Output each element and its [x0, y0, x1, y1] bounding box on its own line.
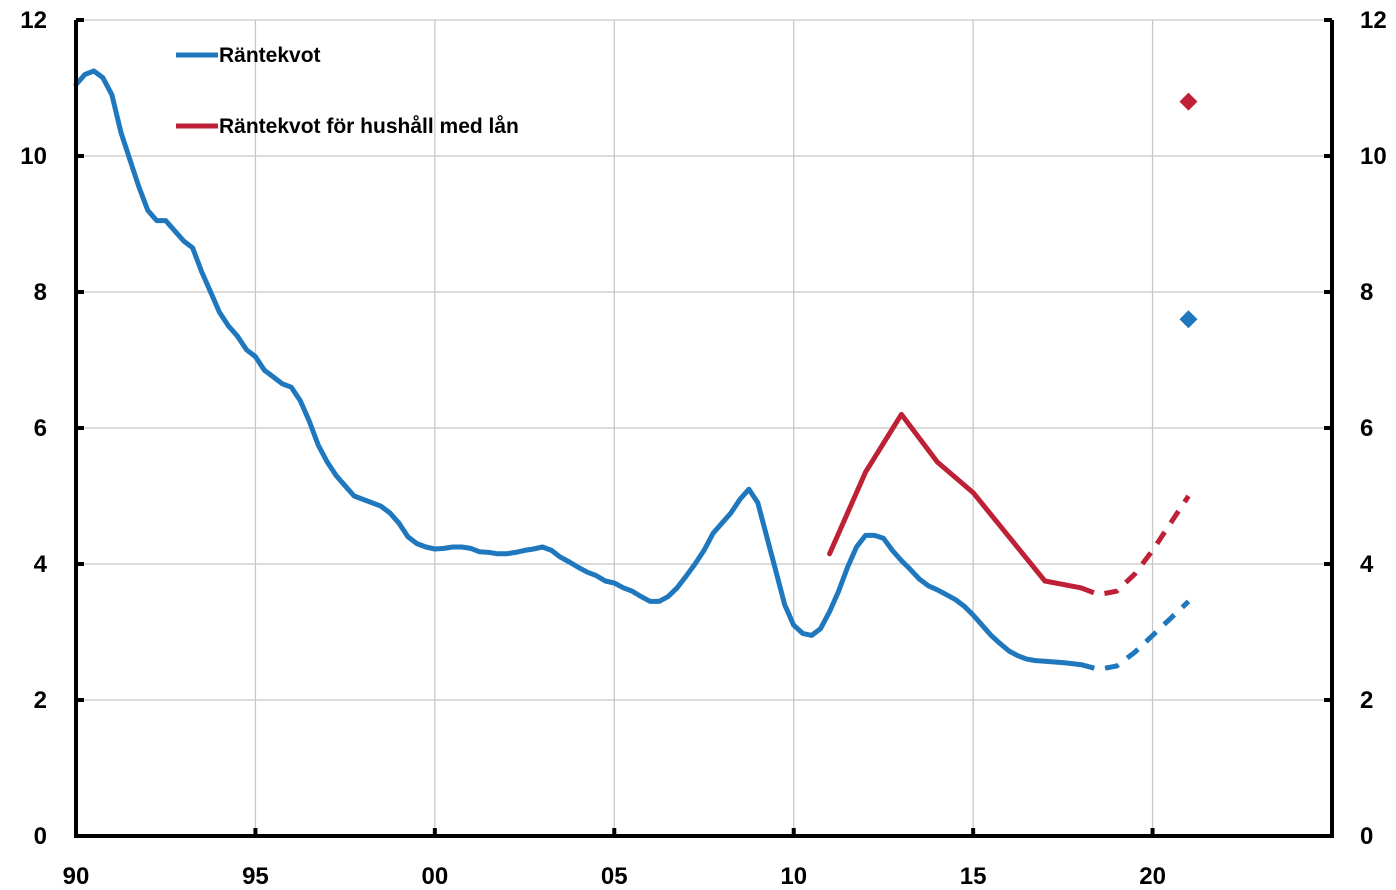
left-y-tick-labels: 0 2 4 6 8 10 12 — [20, 7, 47, 850]
right-y-tick-label: 6 — [1360, 415, 1373, 442]
left-y-tick-label: 10 — [20, 143, 47, 170]
right-y-tick-label: 2 — [1360, 687, 1373, 714]
right-y-tick-label: 4 — [1360, 551, 1374, 578]
x-tick-label: 20 — [1139, 863, 1166, 890]
left-y-tick-label: 8 — [34, 279, 47, 306]
left-y-tick-label: 6 — [34, 415, 47, 442]
series-line-0 — [73, 68, 1084, 668]
x-tick-label: 90 — [63, 863, 90, 890]
left-y-tick-label: 0 — [34, 823, 47, 850]
legend-label-rantekvot-hushall: Räntekvot för hushåll med lån — [219, 115, 519, 138]
legend: Räntekvot Räntekvot för hushåll med lån — [176, 44, 519, 138]
diamond-marker-1 — [1179, 310, 1198, 329]
x-tick-label: 15 — [960, 863, 987, 890]
series-line-2 — [1080, 599, 1191, 672]
legend-label-rantekvot: Räntekvot — [219, 44, 321, 67]
x-tick-labels: 90 95 00 05 10 15 20 — [63, 863, 1166, 890]
left-y-tick-label: 12 — [20, 7, 47, 34]
x-tick-label: 05 — [601, 863, 628, 890]
series-line-1 — [827, 411, 1084, 591]
diamond-marker-0 — [1179, 92, 1198, 111]
series-layer — [73, 68, 1198, 672]
axes — [74, 18, 1334, 838]
right-y-tick-label: 0 — [1360, 823, 1373, 850]
left-y-tick-label: 4 — [34, 551, 48, 578]
x-tick-label: 10 — [780, 863, 807, 890]
right-y-tick-label: 10 — [1360, 143, 1387, 170]
right-y-tick-label: 12 — [1360, 7, 1387, 34]
right-y-tick-label: 8 — [1360, 279, 1373, 306]
x-tick-label: 00 — [422, 863, 449, 890]
gridlines — [76, 19, 1332, 836]
right-y-tick-labels: 0 2 4 6 8 10 12 — [1360, 7, 1387, 850]
left-y-tick-label: 2 — [34, 687, 47, 714]
x-tick-label: 95 — [242, 863, 269, 890]
series-line-3 — [1079, 494, 1191, 598]
